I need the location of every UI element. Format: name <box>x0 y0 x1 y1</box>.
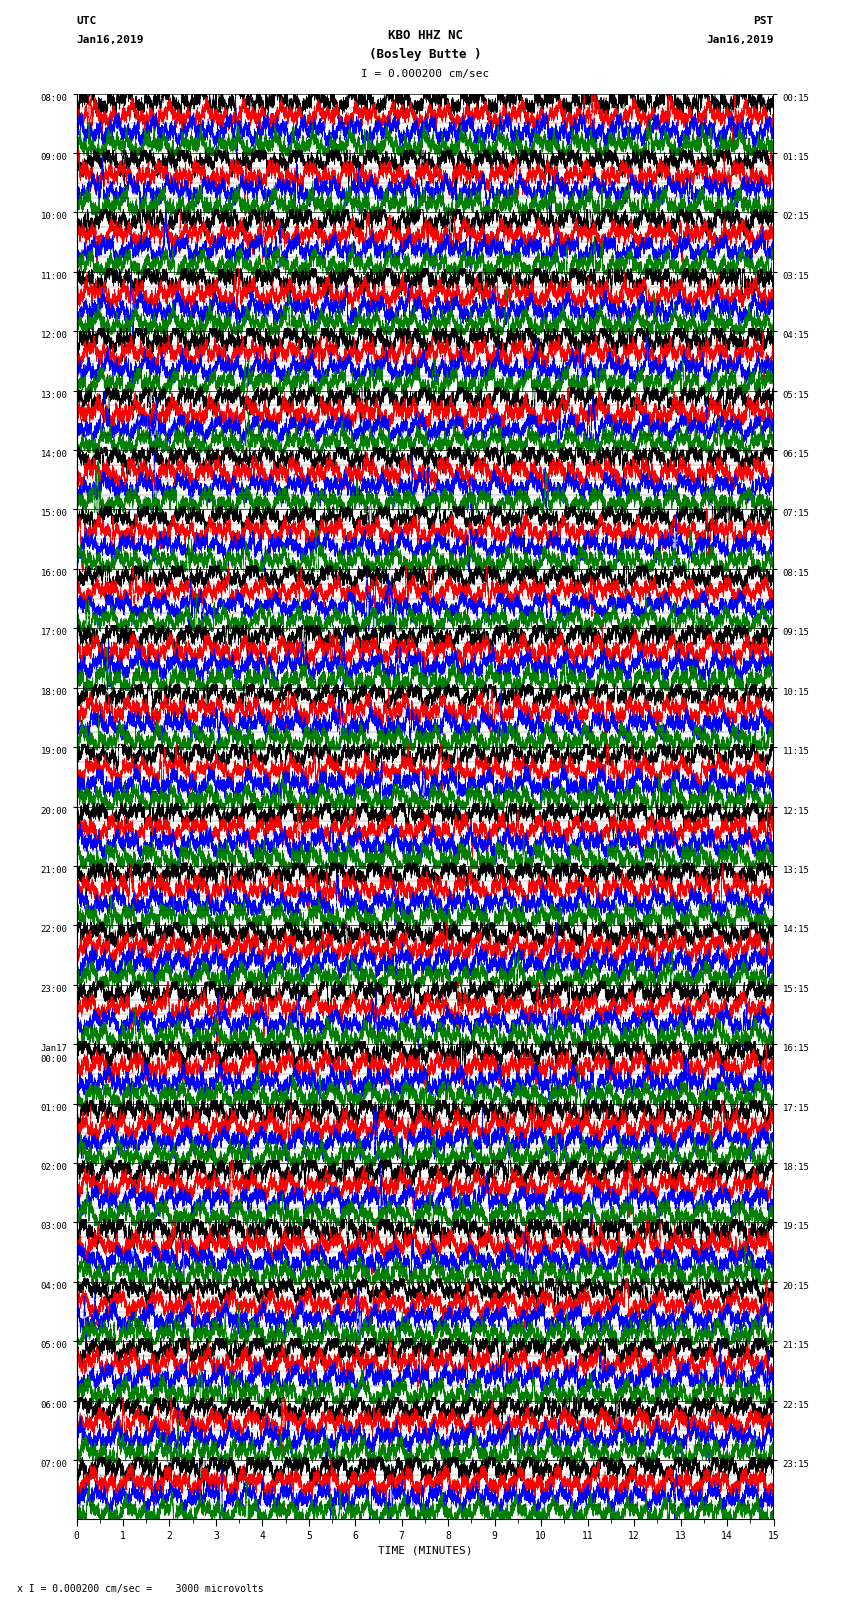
Text: PST: PST <box>753 16 774 26</box>
Text: x I = 0.000200 cm/sec =    3000 microvolts: x I = 0.000200 cm/sec = 3000 microvolts <box>17 1584 264 1594</box>
Text: KBO HHZ NC: KBO HHZ NC <box>388 29 462 42</box>
X-axis label: TIME (MINUTES): TIME (MINUTES) <box>377 1545 473 1555</box>
Text: Jan16,2019: Jan16,2019 <box>76 35 144 45</box>
Text: I = 0.000200 cm/sec: I = 0.000200 cm/sec <box>361 69 489 79</box>
Text: UTC: UTC <box>76 16 97 26</box>
Text: (Bosley Butte ): (Bosley Butte ) <box>369 48 481 61</box>
Text: Jan16,2019: Jan16,2019 <box>706 35 774 45</box>
